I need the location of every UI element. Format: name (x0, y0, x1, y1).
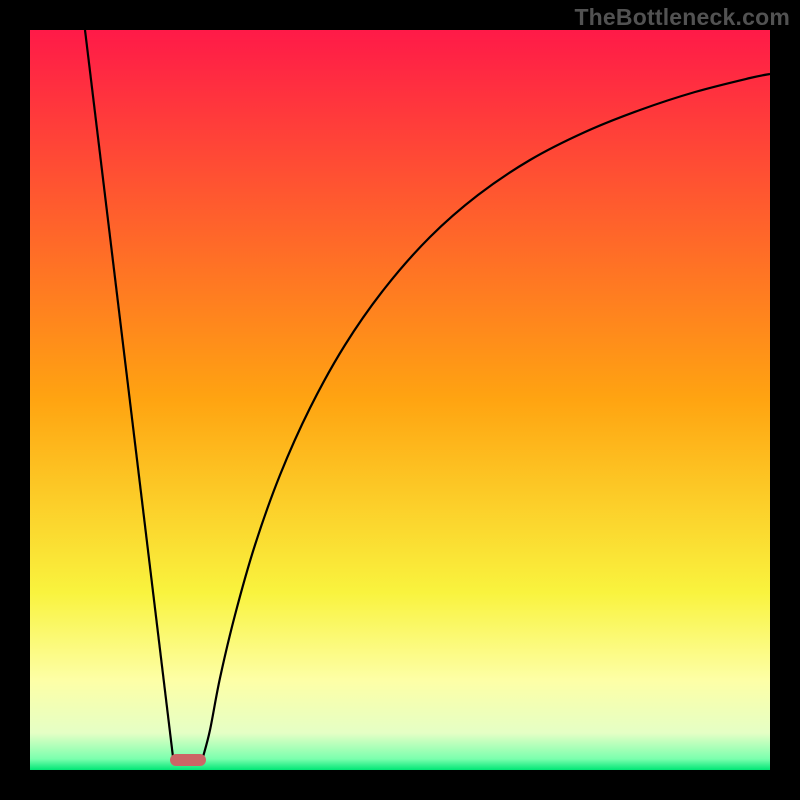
watermark-text: TheBottleneck.com (574, 4, 790, 31)
gradient-background (30, 30, 770, 770)
plot-area (30, 30, 770, 770)
minimum-marker (170, 754, 206, 766)
chart-frame: TheBottleneck.com (0, 0, 800, 800)
chart-svg (30, 30, 770, 770)
